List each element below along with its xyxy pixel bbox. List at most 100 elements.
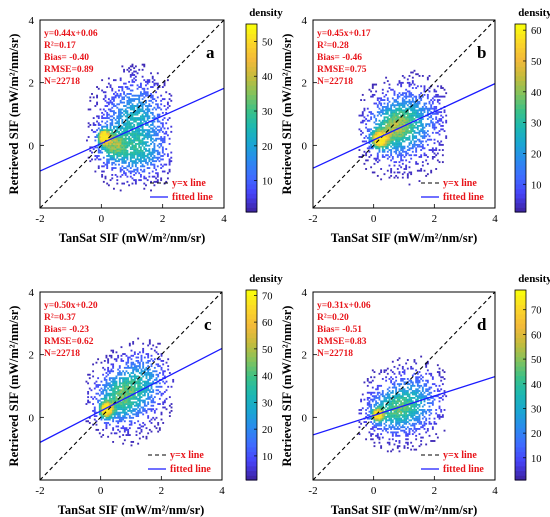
identity-line bbox=[313, 292, 495, 480]
density-cell bbox=[391, 391, 394, 394]
density-cell bbox=[127, 391, 130, 393]
density-cell bbox=[435, 106, 438, 108]
density-cell bbox=[139, 161, 142, 164]
density-cell bbox=[99, 108, 102, 111]
density-cell bbox=[398, 424, 401, 427]
density-cell bbox=[94, 105, 97, 107]
density-cell bbox=[408, 433, 411, 436]
density-cell bbox=[104, 99, 107, 102]
density-cell bbox=[115, 392, 118, 395]
density-cell bbox=[141, 144, 144, 147]
density-cell bbox=[383, 149, 386, 151]
density-cell bbox=[163, 117, 166, 120]
density-cell bbox=[139, 158, 142, 161]
density-cell bbox=[148, 125, 151, 128]
density-cell bbox=[420, 145, 423, 148]
density-cell bbox=[107, 368, 110, 371]
density-cell bbox=[153, 139, 156, 142]
density-cell bbox=[123, 153, 125, 156]
colorbar-segment bbox=[515, 432, 526, 438]
density-cell bbox=[421, 109, 424, 112]
density-cell bbox=[116, 151, 119, 154]
density-cell bbox=[160, 385, 163, 388]
density-cell bbox=[430, 409, 433, 411]
colorbar-segment bbox=[515, 309, 526, 315]
density-cell bbox=[92, 96, 95, 99]
density-cell bbox=[161, 125, 164, 128]
density-cell bbox=[405, 97, 408, 100]
density-cell bbox=[378, 424, 381, 427]
density-cell bbox=[380, 419, 383, 422]
density-cell bbox=[435, 168, 438, 170]
density-cell bbox=[395, 130, 398, 133]
density-cell bbox=[441, 415, 444, 418]
density-cell bbox=[121, 115, 124, 118]
density-cell bbox=[111, 122, 114, 125]
density-cell bbox=[420, 140, 423, 143]
density-cell bbox=[435, 149, 438, 151]
density-cell bbox=[386, 80, 389, 83]
density-cell bbox=[146, 113, 149, 116]
density-cell bbox=[391, 104, 394, 107]
density-cell bbox=[143, 385, 146, 388]
density-cell bbox=[420, 436, 423, 439]
density-cell bbox=[406, 145, 409, 148]
density-cell bbox=[168, 372, 171, 374]
density-cell bbox=[134, 110, 137, 113]
density-cell bbox=[136, 132, 139, 135]
density-cell bbox=[134, 151, 137, 154]
density-cell bbox=[420, 154, 423, 157]
density-cell bbox=[383, 396, 386, 399]
density-cell bbox=[113, 408, 116, 411]
density-cell bbox=[148, 153, 151, 156]
density-cell bbox=[108, 385, 111, 388]
density-cell bbox=[112, 110, 115, 113]
stat-line: y=0.31x+0.06 bbox=[317, 301, 371, 311]
density-cell bbox=[151, 113, 154, 116]
density-cell bbox=[131, 130, 134, 133]
density-cell bbox=[151, 120, 154, 123]
density-cell bbox=[413, 114, 416, 117]
density-cell bbox=[121, 160, 124, 163]
colorbar-tick-label: 30 bbox=[262, 107, 273, 118]
density-cell bbox=[433, 421, 436, 423]
density-cell bbox=[396, 116, 399, 119]
density-cell bbox=[401, 135, 404, 138]
density-cell bbox=[380, 424, 383, 427]
density-cell bbox=[107, 151, 110, 154]
density-cell bbox=[156, 180, 159, 183]
density-cell bbox=[160, 155, 163, 157]
density-cell bbox=[385, 111, 388, 114]
density-cell bbox=[134, 132, 137, 135]
density-cell bbox=[126, 120, 129, 123]
density-cell bbox=[425, 131, 428, 134]
density-cell bbox=[126, 96, 129, 99]
density-cell bbox=[390, 391, 393, 394]
density-cell bbox=[151, 111, 154, 114]
density-cell bbox=[124, 155, 127, 157]
density-cell bbox=[421, 114, 424, 117]
density-cell bbox=[371, 130, 374, 133]
y-tick-label: 0 bbox=[302, 412, 308, 424]
density-cell bbox=[121, 165, 124, 168]
density-cell bbox=[403, 102, 406, 105]
density-cell bbox=[378, 143, 381, 146]
density-cell bbox=[376, 415, 379, 418]
density-cell bbox=[128, 153, 131, 156]
density-cell bbox=[405, 410, 408, 413]
density-cell bbox=[401, 173, 404, 176]
density-cell bbox=[388, 414, 391, 417]
density-cell bbox=[403, 409, 406, 411]
density-cell bbox=[390, 152, 393, 155]
density-cell bbox=[438, 405, 441, 408]
density-cell bbox=[107, 153, 110, 156]
density-cell bbox=[128, 96, 131, 99]
density-cell bbox=[411, 76, 414, 79]
density-cell bbox=[107, 148, 110, 151]
density-cell bbox=[130, 363, 133, 366]
density-cell bbox=[122, 380, 125, 383]
density-cell bbox=[146, 134, 149, 137]
density-cell bbox=[158, 358, 161, 361]
density-cell bbox=[111, 96, 114, 99]
density-cell bbox=[87, 399, 90, 402]
